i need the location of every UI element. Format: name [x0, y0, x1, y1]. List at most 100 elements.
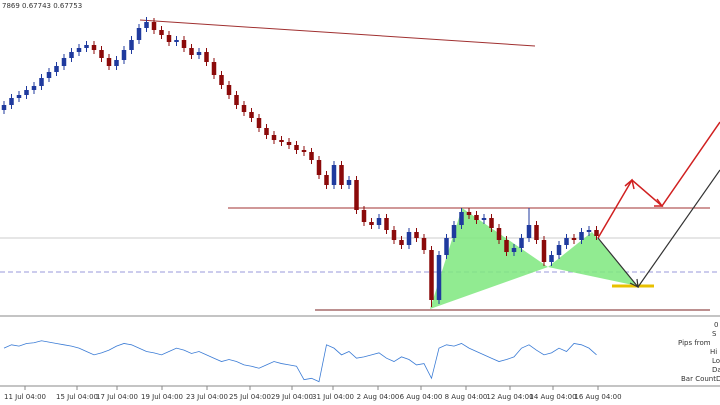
pattern-triangle [430, 208, 548, 309]
indicator-line [3, 340, 597, 383]
candle-body [571, 238, 577, 240]
candle-body [361, 210, 367, 222]
candle-body [346, 180, 352, 185]
candle-body [391, 230, 397, 240]
candle-body [594, 230, 599, 236]
x-tick-label: 31 Jul 04:00 [312, 393, 354, 401]
candle-body [331, 165, 337, 185]
candle-body [301, 150, 307, 152]
candle-body [151, 22, 157, 30]
x-tick-label: 15 Jul 04:00 [56, 393, 98, 401]
candle-body [541, 240, 547, 262]
x-tick-label: 19 Jul 04:00 [141, 393, 183, 401]
x-tick-label: 8 Aug 04:00 [445, 393, 488, 401]
x-tick-label: 25 Jul 04:00 [229, 393, 271, 401]
candle-body [61, 58, 67, 66]
arrow-head [629, 278, 639, 289]
side-label: Pips from [678, 339, 711, 347]
candle-body [444, 238, 449, 255]
candle-body [586, 230, 592, 232]
candle-body [489, 218, 494, 228]
candle-body [271, 135, 277, 140]
candle-body [481, 218, 487, 220]
side-label: Hi [710, 348, 717, 356]
candle-body [534, 225, 539, 240]
candle-body [309, 152, 314, 160]
candle-body [504, 240, 509, 252]
candle-body [166, 35, 172, 42]
candle-body [174, 40, 179, 42]
candle-body [354, 180, 359, 210]
x-tick-label: 12 Aug 04:00 [486, 393, 533, 401]
candle-body [421, 238, 427, 250]
candle-body [76, 48, 82, 52]
side-label: 0 [714, 321, 718, 329]
candle-body [414, 232, 419, 238]
candle-body [204, 52, 209, 62]
arrow-head [624, 178, 635, 190]
candle-body [294, 145, 299, 150]
candle-body [474, 215, 479, 220]
candle-body [264, 128, 269, 135]
candle-body [24, 90, 29, 95]
candle-body [16, 95, 22, 98]
side-label: Lo [712, 357, 720, 365]
x-tick-label: 23 Jul 04:00 [186, 393, 228, 401]
candle-body [526, 225, 532, 238]
candle-body [114, 60, 119, 66]
candle-body [249, 112, 254, 118]
x-tick-label: 16 Aug 04:00 [574, 393, 621, 401]
candle-body [69, 52, 74, 58]
candle-body [316, 160, 322, 175]
side-label: Da [712, 366, 720, 374]
candle-body [106, 58, 112, 66]
candle-body [286, 142, 292, 145]
candle-body [99, 50, 104, 58]
candle-body [234, 95, 239, 105]
x-tick-label: 17 Jul 04:00 [96, 393, 138, 401]
candle-body [219, 75, 224, 85]
candle-body [144, 22, 149, 28]
candle-body [459, 212, 464, 225]
candle-body [31, 86, 37, 90]
candle-body [556, 245, 562, 255]
candle-body [121, 50, 127, 60]
candle-body [324, 175, 329, 185]
candle-body [241, 105, 247, 112]
candle-body [369, 222, 374, 225]
trend-line [139, 19, 536, 47]
candle-body [579, 232, 584, 240]
candle-body [189, 48, 194, 55]
header-text: 7869 0.67743 0.67753 [2, 2, 82, 10]
candle-body [181, 40, 187, 48]
pattern-triangle [548, 232, 638, 286]
candle-body [279, 140, 284, 142]
x-tick-label: 29 Jul 04:00 [271, 393, 313, 401]
x-tick-label: 11 Jul 04:00 [4, 393, 46, 401]
candle-body [376, 218, 382, 225]
candle-body [1, 105, 7, 110]
candle-body [196, 52, 202, 55]
candle-body [466, 212, 472, 215]
candle-body [256, 118, 262, 128]
candle-body [429, 250, 434, 300]
candle-body [39, 78, 44, 86]
candle-body [226, 85, 232, 95]
candles [1, 17, 599, 307]
candle-body [339, 165, 344, 185]
candle-body [9, 98, 14, 105]
side-label: Bar CountDo [681, 375, 720, 383]
candle-body [384, 218, 389, 230]
candle-body [406, 232, 412, 245]
candle-body [564, 238, 569, 245]
candle-body [136, 28, 142, 40]
candle-body [159, 30, 164, 35]
side-label: S [712, 330, 717, 338]
x-tick-label: 2 Aug 04:00 [357, 393, 400, 401]
candle-body [91, 45, 97, 50]
candle-body [129, 40, 134, 50]
candle-body [496, 228, 502, 240]
